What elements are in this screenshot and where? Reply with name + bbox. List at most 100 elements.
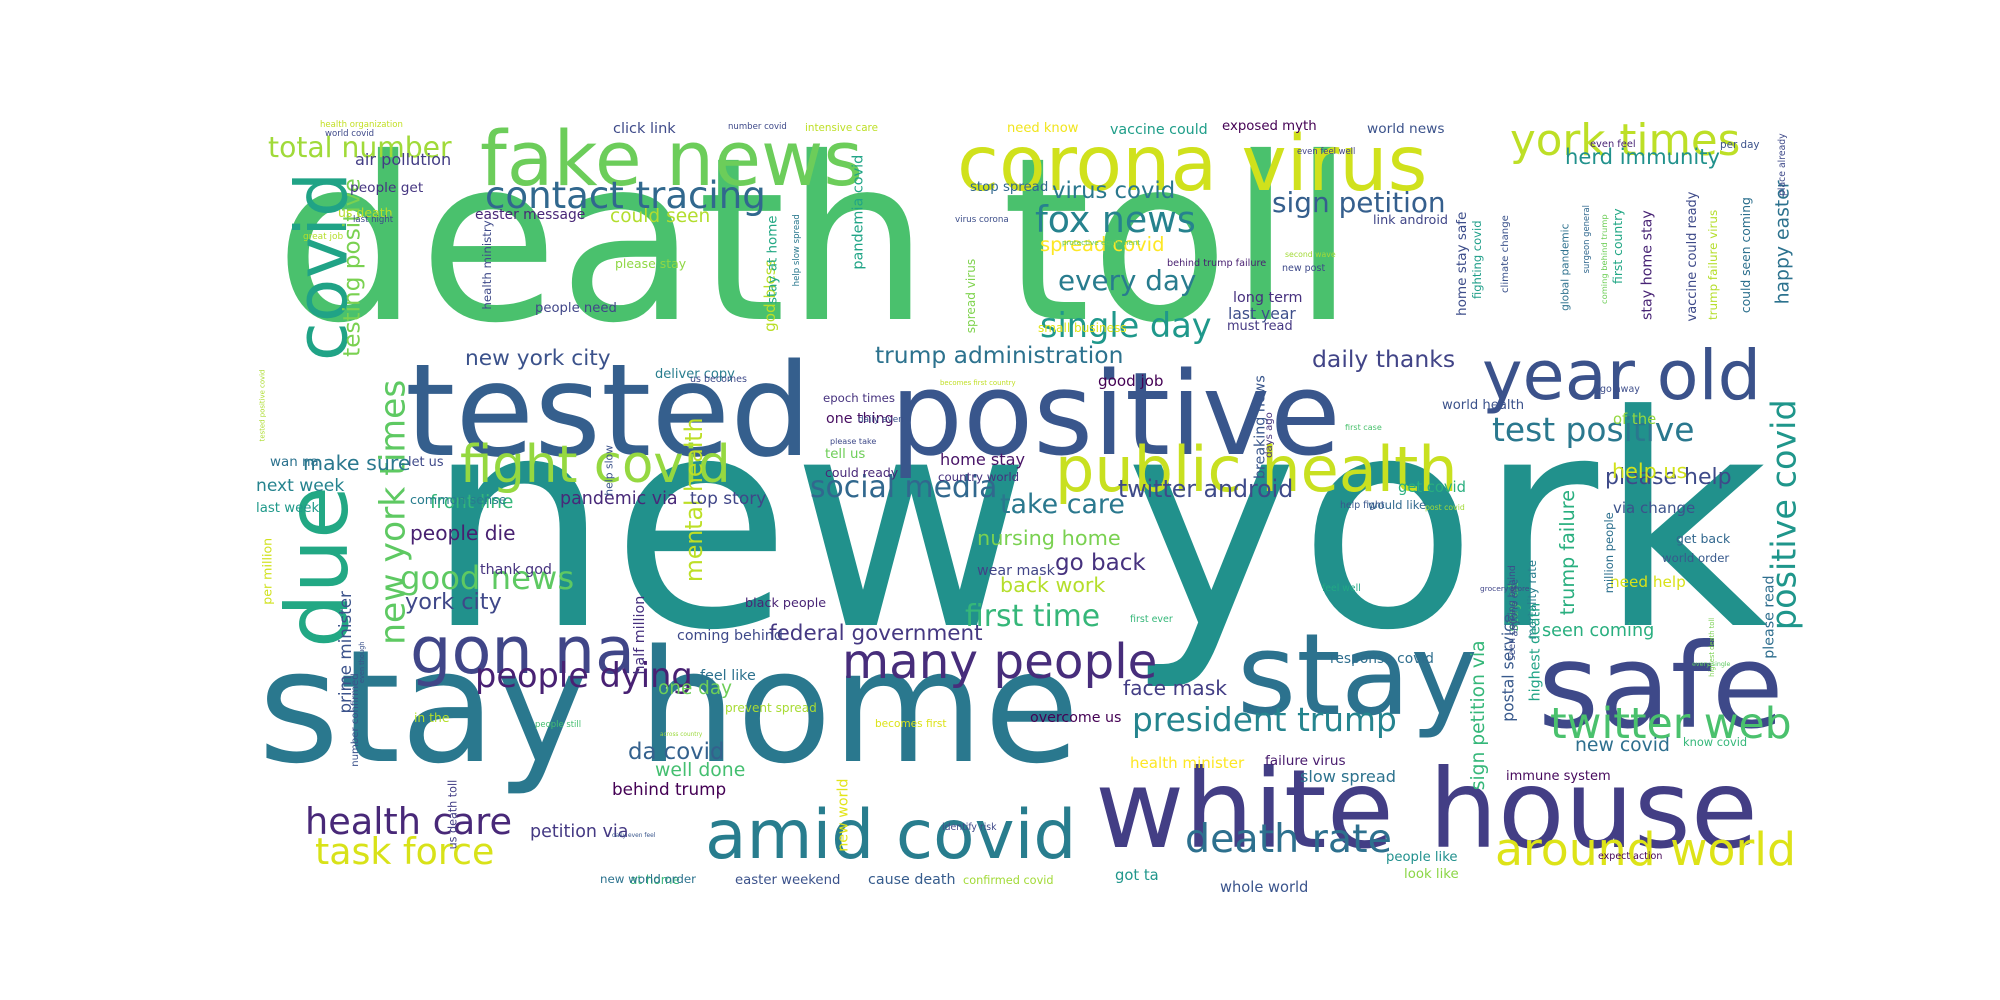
word: coming behind [677, 628, 783, 645]
word: across country [660, 731, 703, 738]
word: corona virus [957, 119, 1428, 209]
word: petition via [530, 822, 629, 843]
word: please stay [615, 256, 687, 272]
word: slow spread [1300, 766, 1396, 786]
word: expect action [1598, 851, 1663, 863]
word: us death toll [445, 780, 459, 850]
word: whole world [1220, 878, 1309, 896]
word: global pandemic [1559, 223, 1572, 311]
word: health care [305, 799, 513, 843]
word: year old [1482, 335, 1762, 416]
word: people still [535, 718, 582, 729]
word: help slow [602, 444, 616, 496]
word: days ago [1263, 412, 1275, 458]
word: world health [1442, 397, 1525, 413]
word: number covid [728, 122, 787, 133]
word: world order [1662, 551, 1730, 566]
word: help fight [1340, 499, 1385, 511]
word: us death [338, 204, 393, 220]
word: tested positive covid [258, 369, 267, 441]
word: da covid [628, 738, 725, 765]
word: behind trump [612, 778, 727, 799]
word: spread covid [1040, 233, 1165, 257]
word: every day [1058, 264, 1197, 298]
word: next week [256, 476, 345, 497]
word: white house [1095, 746, 1758, 874]
word: good news [400, 558, 575, 597]
word: sign petition via [1467, 640, 1489, 791]
word: at home [630, 872, 680, 887]
word: around world [1495, 823, 1796, 877]
word: know covid [1683, 735, 1748, 750]
word: health minister [1130, 754, 1245, 773]
word: look like [1404, 867, 1459, 883]
word: spread virus [963, 258, 978, 334]
word: vaccine could ready [1685, 191, 1701, 322]
word: easter weekend [735, 873, 841, 889]
word: home stay [940, 450, 1026, 470]
word: via change [1613, 498, 1696, 517]
word: go away [1600, 384, 1640, 396]
word: one day [658, 677, 733, 699]
word: safe [1538, 617, 1784, 755]
word: gon na [410, 613, 635, 690]
word: well done [655, 759, 746, 781]
word: good job [1098, 372, 1164, 391]
word: link android [1373, 212, 1448, 228]
word: us becomes [690, 374, 747, 386]
word: feel well [1322, 582, 1361, 594]
word: single day [1040, 306, 1212, 346]
word: overcome us [1030, 710, 1122, 727]
word: virus covid [1052, 177, 1176, 204]
word: twitter android [1118, 475, 1294, 504]
word: new york [425, 354, 1769, 696]
word: many people [842, 634, 1158, 691]
word: back work [1000, 572, 1106, 597]
word: world news [1367, 121, 1445, 138]
word: vaccine could [1110, 121, 1208, 138]
word: people get [350, 180, 424, 197]
word: per million [259, 537, 275, 605]
word: positive [890, 347, 1341, 482]
word: highest death toll [1708, 617, 1717, 678]
word: seen coming [1542, 621, 1655, 642]
word: number confirmed [349, 673, 361, 767]
word: total number [268, 130, 452, 164]
word: people like [1386, 850, 1458, 866]
word: new york city [465, 346, 611, 372]
word: place already [1776, 133, 1788, 196]
word: prevent spread [725, 700, 817, 715]
word: let us [408, 455, 444, 471]
word: intensive care [805, 121, 878, 134]
word: new york times [373, 379, 414, 645]
word: stay at home [764, 215, 780, 305]
word: last night [353, 215, 394, 226]
word: common sense [410, 492, 507, 508]
word: last week [256, 501, 320, 517]
word: fake news [480, 114, 864, 204]
word: confirmed covid [963, 874, 1054, 888]
word: daily even feel [612, 832, 656, 839]
word: stay home stay [1639, 210, 1656, 320]
word: pandemia covid [849, 155, 866, 270]
word: please help [1605, 465, 1732, 490]
word: country world [938, 470, 1020, 485]
word: new covid [1575, 734, 1670, 756]
word: trump failure [1555, 489, 1579, 616]
word: social media [810, 470, 998, 506]
word: in the [414, 711, 450, 726]
word: pandemic via [560, 489, 678, 510]
word: virus corona [955, 214, 1009, 225]
word: first case [1345, 422, 1382, 432]
word: front line [430, 491, 514, 513]
word: great job [303, 231, 344, 242]
word: even feel well [1297, 146, 1356, 157]
word: wear mask [977, 563, 1055, 580]
word: health ministry [479, 220, 494, 310]
word: amid covid [705, 795, 1077, 875]
word: first country [1609, 208, 1625, 284]
word: need help [1610, 573, 1686, 592]
word: death rate [1185, 816, 1392, 863]
word: daily thanks [1312, 345, 1456, 374]
word: climate change [1499, 215, 1511, 293]
